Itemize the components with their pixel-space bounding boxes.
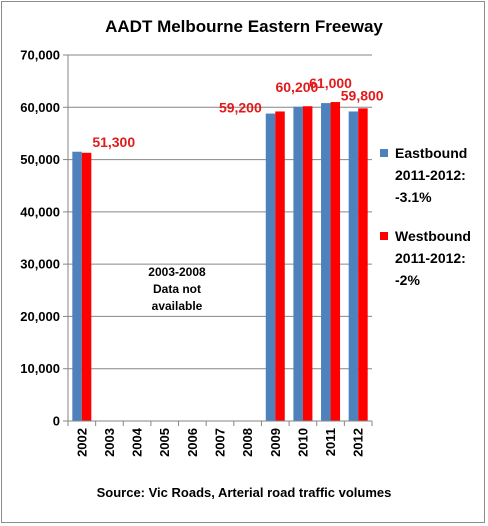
legend-text: 2011-2012: (395, 250, 466, 266)
data-not-available-note: 2003-2008 Data not available (148, 265, 206, 313)
data-label-2012: 59,800 (341, 87, 384, 103)
x-tick-label: 2005 (157, 428, 172, 457)
y-tick-label: 40,000 (20, 204, 60, 219)
data-label-2011: 61,000 (309, 75, 352, 91)
annotation-line: available (152, 299, 203, 313)
x-tick-label: 2012 (351, 428, 366, 457)
bar-westbound-2002 (81, 152, 92, 421)
data-label-2010: 60,200 (275, 79, 318, 95)
legend-text: 2011-2012: (395, 167, 466, 183)
y-axis-ticks: 0 10,000 20,000 30,000 40,000 50,000 60,000 70,… (20, 48, 68, 429)
data-label-2002: 51,300 (92, 134, 135, 150)
bar-eastbound-2002 (72, 151, 82, 421)
bar-eastbound-2009 (265, 113, 276, 421)
y-tick-label: 50,000 (20, 152, 60, 167)
bar-eastbound-2012 (348, 111, 359, 422)
y-tick-label: 30,000 (20, 257, 60, 272)
y-tick-label: 70,000 (20, 48, 60, 63)
chart-title: AADT Melbourne Eastern Freeway (105, 17, 383, 36)
x-tick-label: 2011 (323, 428, 338, 456)
bars (72, 102, 368, 422)
y-tick-label: 60,000 (20, 100, 60, 115)
legend-swatch-westbound (380, 232, 388, 240)
bar-eastbound-2010 (293, 106, 303, 422)
y-tick-label: 0 (53, 414, 60, 429)
legend-swatch-eastbound (380, 149, 388, 157)
bar-westbound-2010 (302, 106, 313, 422)
legend-text: -3.1% (395, 189, 432, 205)
x-tick-label: 2004 (130, 427, 145, 457)
bar-westbound-2009 (275, 111, 285, 422)
annotation-line: 2003-2008 (148, 265, 206, 279)
x-tick-label: 2003 (102, 428, 117, 457)
data-label-2009: 59,200 (219, 99, 262, 115)
x-tick-label: 2010 (295, 428, 310, 457)
x-tick-label: 2002 (74, 428, 89, 457)
axes (67, 55, 372, 422)
legend: Eastbound 2011-2012: -3.1% Westbound 2011-20… (380, 145, 471, 288)
x-tick-label: 2008 (240, 428, 255, 457)
x-tick-label: 2007 (213, 428, 228, 457)
x-tick-label: 2009 (268, 428, 283, 457)
legend-text: -2% (395, 272, 420, 288)
x-axis-ticks: 2002 2003 2004 2005 2006 2007 2008 2009 2010 2011… (67, 421, 373, 457)
legend-text: Eastbound (395, 145, 467, 161)
bar-westbound-2012 (358, 108, 368, 422)
source-note: Source: Vic Roads, Arterial road traffic… (97, 485, 392, 500)
x-tick-label: 2006 (185, 428, 200, 457)
legend-text: Westbound (395, 228, 471, 244)
bar-eastbound-2011 (321, 103, 331, 422)
bar-westbound-2011 (330, 102, 341, 422)
y-tick-label: 20,000 (20, 309, 60, 324)
annotation-line: Data not (153, 282, 201, 296)
y-tick-label: 10,000 (20, 361, 60, 376)
